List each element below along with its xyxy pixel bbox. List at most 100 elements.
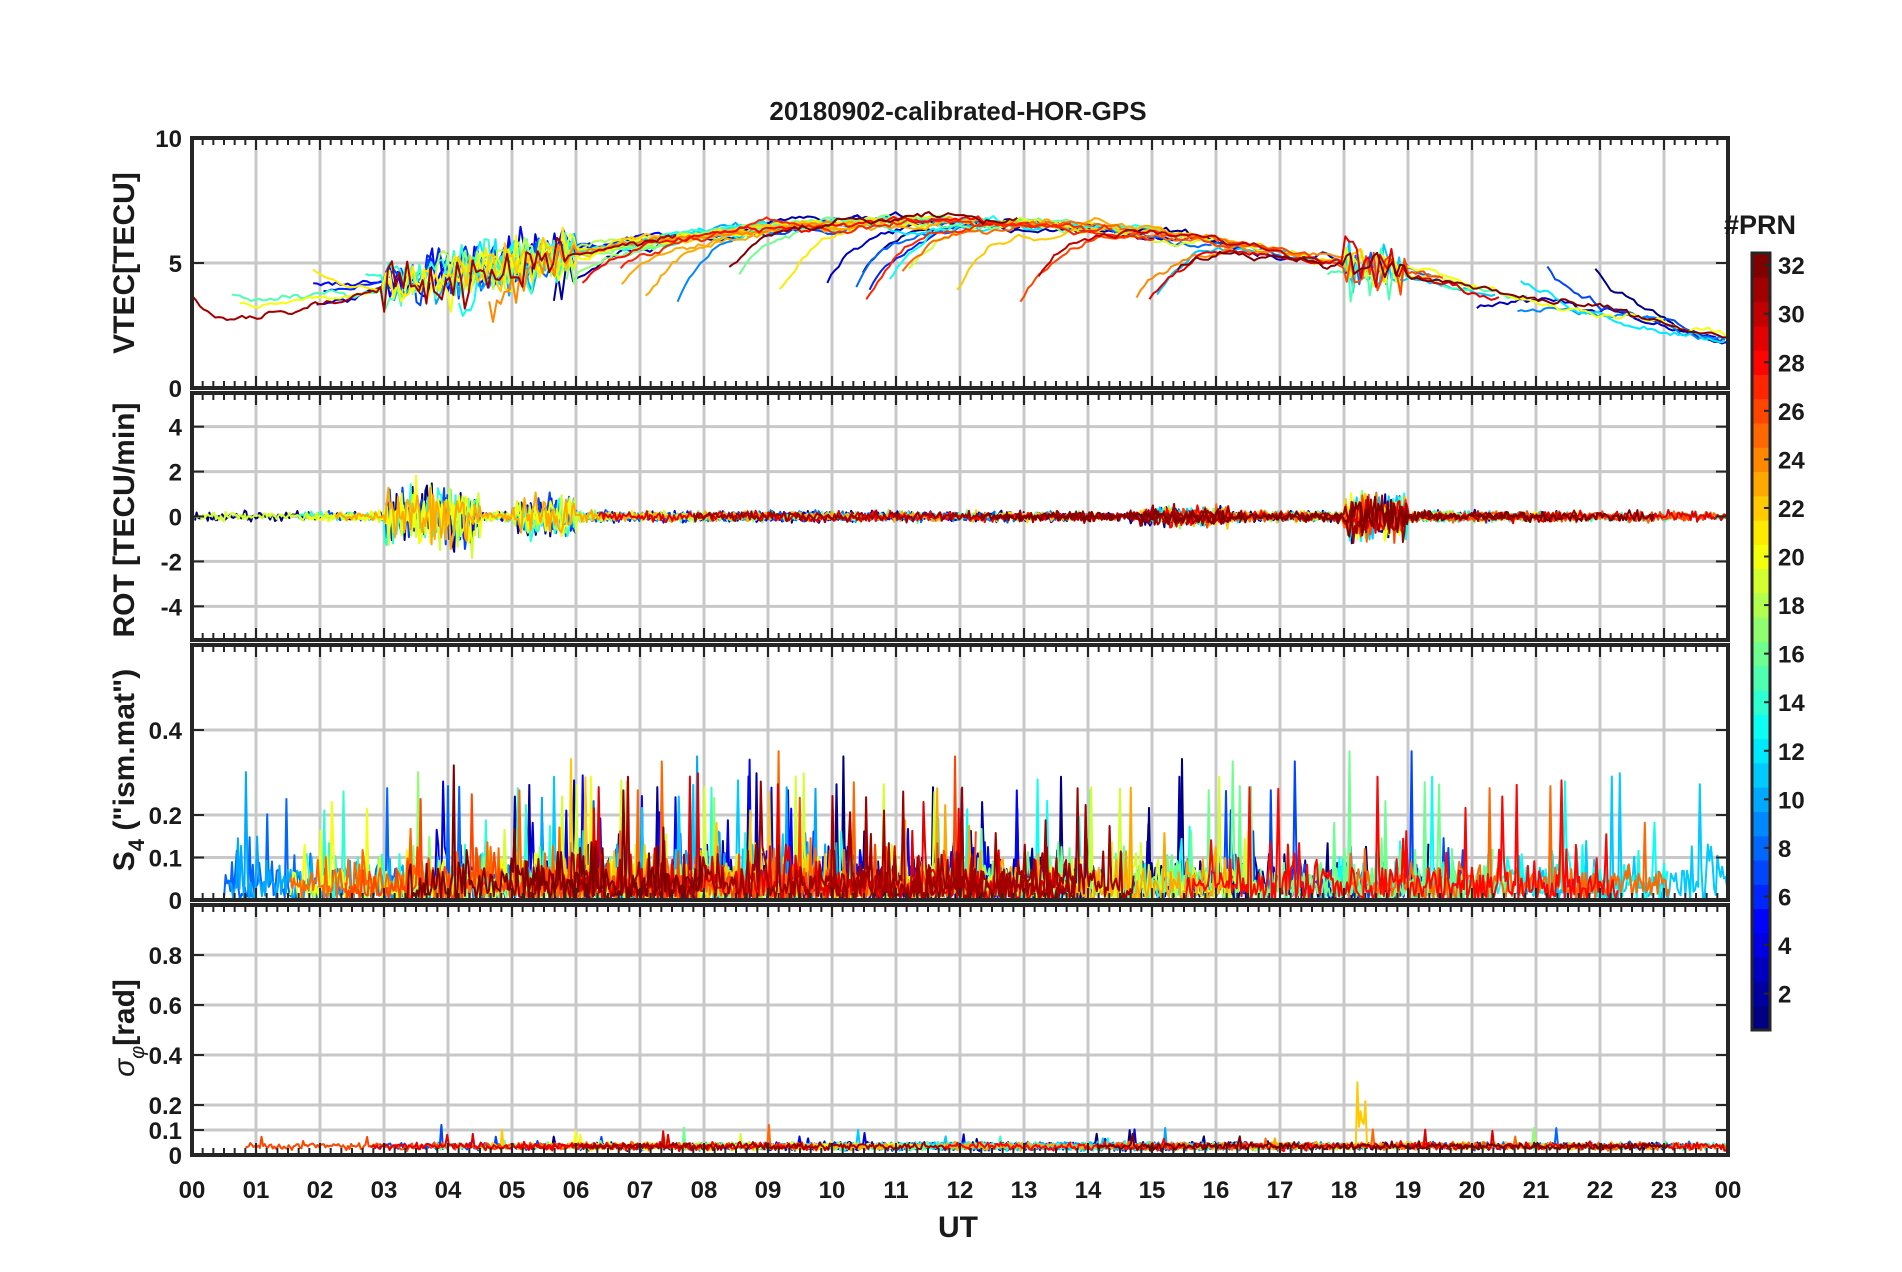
x-tick-label: 09 [755, 1177, 782, 1204]
colorbar-segment-prn-30 [1752, 301, 1770, 327]
rot-ytick-label: 0 [169, 505, 182, 532]
colorbar-segment-prn-16 [1752, 641, 1770, 667]
colorbar-segment-prn-28 [1752, 350, 1770, 375]
x-tick-label: 08 [691, 1177, 718, 1204]
colorbar-tick-label: 30 [1778, 302, 1805, 329]
colorbar-segment-prn-21 [1752, 520, 1770, 545]
colorbar-segment-prn-2 [1752, 981, 1770, 1007]
x-tick-label: 07 [627, 1177, 654, 1204]
colorbar-segment-prn-5 [1752, 908, 1770, 934]
x-tick-label: 17 [1267, 1177, 1294, 1204]
vtec-series-prn-32 [728, 211, 1018, 268]
x-tick-label: 18 [1331, 1177, 1358, 1204]
x-tick-label: 02 [307, 1177, 334, 1204]
colorbar-segment-prn-11 [1752, 762, 1770, 788]
colorbar-segment-prn-4 [1752, 932, 1770, 958]
colorbar-tick-label: 20 [1778, 545, 1805, 572]
vtec-series-prn-32 [1176, 250, 1727, 339]
colorbar-segment-prn-22 [1752, 495, 1770, 521]
x-tick-label: 03 [371, 1177, 398, 1204]
s4-ytick-label: 0 [169, 888, 182, 915]
colorbar-segment-prn-19 [1752, 568, 1770, 594]
colorbar-segment-prn-32 [1752, 253, 1770, 278]
x-tick-label: 20 [1459, 1177, 1486, 1204]
x-tick-label: 06 [563, 1177, 590, 1204]
x-tick-label: 22 [1587, 1177, 1614, 1204]
colorbar-segment-prn-10 [1752, 787, 1770, 812]
colorbar-segment-prn-26 [1752, 398, 1770, 424]
vtec-ytick-label: 5 [169, 251, 182, 278]
s4-ytick-label: 0.1 [149, 846, 182, 873]
x-tick-label: 04 [435, 1177, 462, 1204]
x-tick-label: 00 [179, 1177, 206, 1204]
s4-axis-label: S4 ("ism.mat") [108, 669, 149, 871]
colorbar-tick-label: 18 [1778, 593, 1805, 620]
vtec-ytick-label: 0 [169, 376, 182, 403]
colorbar-tick-label: 8 [1778, 836, 1791, 863]
s4-panel: 0 0.1 0.2 0.4 [149, 643, 1730, 915]
s4-ytick-label: 0.2 [149, 803, 182, 830]
colorbar-segment-prn-24 [1752, 447, 1770, 473]
sigma-ytick-label: 0.8 [149, 943, 182, 970]
s4-series-prn-28 [1183, 775, 1619, 900]
rot-traces [194, 474, 1728, 559]
colorbar-segment-prn-31 [1752, 277, 1770, 303]
sigma-axis-label: σφ[rad] [108, 979, 149, 1077]
colorbar-tick-label: 16 [1778, 642, 1805, 669]
vtec-series-prn-31 [192, 234, 677, 321]
x-tick-label: 13 [1011, 1177, 1038, 1204]
colorbar-segment-prn-13 [1752, 714, 1770, 740]
vtec-series-prn-28 [581, 215, 994, 284]
chart-title: 20180902-calibrated-HOR-GPS [769, 96, 1146, 126]
x-axis-label: UT [938, 1211, 978, 1244]
colorbar-segment-prn-25 [1752, 422, 1770, 448]
rot-ytick-label: -4 [161, 594, 183, 621]
x-tick-label: 16 [1203, 1177, 1230, 1204]
x-tick-label: 00 [1715, 1177, 1742, 1204]
colorbar-segment-prn-3 [1752, 957, 1770, 982]
rot-series-prn-32 [1332, 495, 1655, 538]
vtec-series-prn-27 [619, 216, 1113, 269]
sigma-traces [245, 1081, 1728, 1153]
sigma-series-prn-31 [579, 1141, 948, 1152]
colorbar-tick-label: 28 [1778, 350, 1805, 377]
colorbar-segment-prn-27 [1752, 374, 1770, 400]
vtec-series-prn-24 [488, 220, 836, 323]
colorbar-segment-prn-18 [1752, 592, 1770, 618]
colorbar-tick-label: 14 [1778, 690, 1805, 717]
rot-axis-label: ROT [TECU/min] [108, 403, 141, 638]
x-tick-label: 15 [1139, 1177, 1166, 1204]
x-tick-label: 23 [1651, 1177, 1678, 1204]
rot-series-prn-32 [980, 507, 1341, 526]
sigma-ytick-label: 0.1 [149, 1118, 182, 1145]
vtec-ytick-label: 10 [155, 126, 182, 153]
vtec-panel: 0 5 10 [155, 126, 1730, 403]
rot-ytick-label: 4 [169, 415, 183, 442]
colorbar-tick-label: 24 [1778, 447, 1805, 474]
colorbar-tick-label: 2 [1778, 982, 1791, 1009]
colorbar-segment-prn-29 [1752, 325, 1770, 351]
colorbar-tick-label: 12 [1778, 739, 1805, 766]
colorbar-title: #PRN [1724, 210, 1796, 240]
x-tick-label: 01 [243, 1177, 270, 1204]
sigma-ytick-label: 0.2 [149, 1093, 182, 1120]
colorbar-frame [1750, 251, 1772, 1032]
x-tick-label: 11 [883, 1177, 908, 1204]
sigma-series-prn-32 [1096, 1132, 1670, 1153]
rot-series-prn-19 [194, 484, 703, 559]
rot-ytick-label: -2 [161, 549, 182, 576]
colorbar-tick-label: 6 [1778, 884, 1791, 911]
s4-series-prn-31 [826, 786, 1077, 900]
x-tick-label: 19 [1395, 1177, 1422, 1204]
sigma-ytick-label: 0 [169, 1143, 182, 1170]
s4-ytick-label: 0.4 [149, 718, 183, 745]
vtec-axis-label: VTEC[TECU] [108, 172, 141, 354]
colorbar-segment-prn-7 [1752, 860, 1770, 885]
rot-ytick-label: 2 [169, 460, 182, 487]
colorbar-segment-prn-9 [1752, 811, 1770, 837]
vtec-series-prn-12 [1520, 280, 1725, 344]
vtec-traces [192, 211, 1728, 345]
colorbar-segment-prn-1 [1752, 1005, 1770, 1031]
colorbar-tick-label: 4 [1778, 933, 1792, 960]
